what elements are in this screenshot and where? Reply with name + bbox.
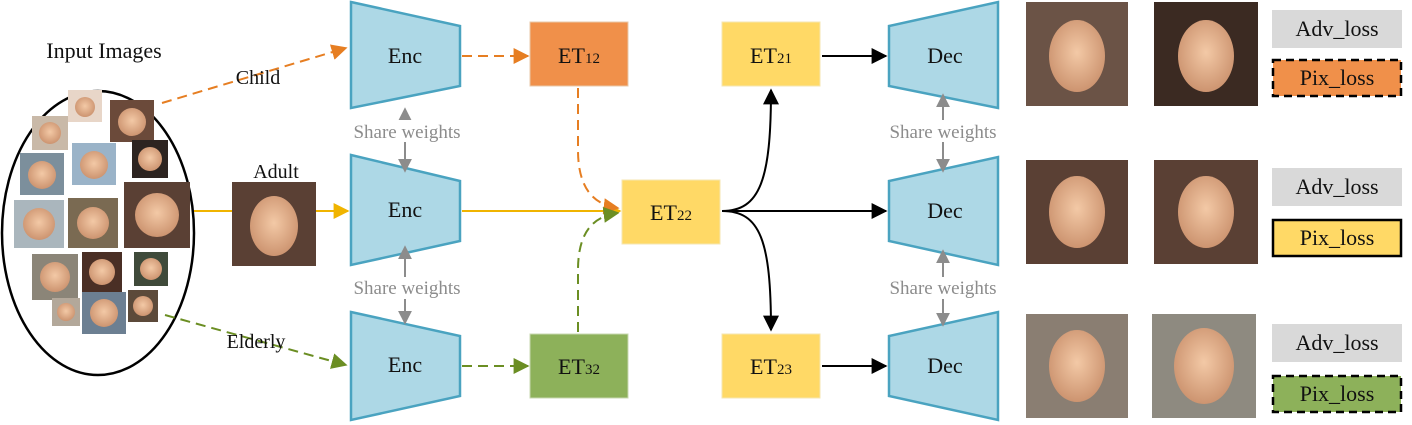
et32-block: ET32 bbox=[529, 333, 629, 399]
pix-loss-elderly: Pix_loss bbox=[1271, 374, 1403, 414]
share-weights-label: Share weights bbox=[889, 278, 996, 299]
face-photo bbox=[68, 90, 102, 122]
encoder-label: Enc bbox=[388, 43, 422, 68]
et12-block: ET12 bbox=[529, 21, 629, 87]
output-photo-elderly-generated bbox=[1026, 314, 1128, 418]
adv-loss-label: Adv_loss bbox=[1295, 16, 1378, 41]
decoder-label: Dec bbox=[927, 43, 963, 68]
pix-loss-label: Pix_loss bbox=[1300, 65, 1375, 90]
share-weights-label: Share weights bbox=[353, 122, 460, 143]
adv-loss-label: Adv_loss bbox=[1295, 330, 1378, 355]
adv-loss-adult: Adv_loss bbox=[1272, 168, 1402, 206]
et-base: ET bbox=[750, 43, 777, 68]
decoder-child: Dec bbox=[887, 0, 1000, 110]
et22-block: ET22 bbox=[621, 179, 721, 245]
encoder-label: Enc bbox=[388, 352, 422, 377]
decoder-label: Dec bbox=[927, 198, 963, 223]
decoder-adult: Dec bbox=[887, 155, 1000, 267]
encoder-adult: Enc bbox=[349, 153, 462, 267]
et21-block: ET21 bbox=[721, 21, 821, 87]
adv-loss-label: Adv_loss bbox=[1295, 174, 1378, 199]
child-arrow bbox=[161, 44, 348, 104]
svg-text:ET32: ET32 bbox=[558, 354, 600, 379]
face-photo bbox=[128, 290, 158, 322]
et22-to-et23-arrow bbox=[721, 210, 779, 332]
input-images-title: Input Images bbox=[46, 38, 161, 63]
output-photo-elderly-target bbox=[1152, 314, 1256, 418]
et12-to-et22-arrow bbox=[577, 88, 620, 215]
face-photo bbox=[72, 143, 116, 185]
encoder-label: Enc bbox=[388, 197, 422, 222]
et-sub: 32 bbox=[585, 362, 600, 378]
pix-loss-child: Pix_loss bbox=[1271, 58, 1403, 98]
face-thumbnails bbox=[14, 90, 190, 334]
share-weights-label: Share weights bbox=[889, 122, 996, 143]
decoder-label: Dec bbox=[927, 353, 963, 378]
face-photo bbox=[82, 252, 122, 292]
face-photo bbox=[32, 254, 78, 300]
decoder-elderly: Dec bbox=[887, 310, 1000, 422]
child-label: Child bbox=[236, 67, 280, 89]
face-photo bbox=[32, 116, 68, 150]
face-photo bbox=[20, 153, 64, 195]
et-sub: 12 bbox=[585, 51, 600, 67]
et-base: ET bbox=[558, 43, 585, 68]
svg-text:ET12: ET12 bbox=[558, 43, 600, 68]
svg-text:ET22: ET22 bbox=[650, 200, 692, 225]
encoder-child: Enc bbox=[349, 0, 462, 110]
face-photo bbox=[132, 140, 168, 178]
face-photo bbox=[82, 292, 126, 334]
elderly-label: Elderly bbox=[227, 331, 286, 353]
face-photo bbox=[134, 252, 168, 286]
et22-to-et21-arrow bbox=[721, 88, 779, 212]
svg-text:ET21: ET21 bbox=[750, 43, 792, 68]
output-photo-adult-target bbox=[1154, 160, 1258, 264]
pix-loss-label: Pix_loss bbox=[1300, 225, 1375, 250]
output-photo-adult-generated bbox=[1026, 160, 1128, 264]
face-photo bbox=[110, 100, 154, 142]
svg-text:ET23: ET23 bbox=[750, 354, 792, 379]
output-photo-child-target bbox=[1154, 2, 1258, 106]
et-base: ET bbox=[558, 354, 585, 379]
face-photo bbox=[14, 200, 64, 248]
share-weights-label: Share weights bbox=[353, 278, 460, 299]
face-photo bbox=[52, 298, 80, 326]
adv-loss-elderly: Adv_loss bbox=[1272, 324, 1402, 362]
face-photo bbox=[68, 198, 118, 248]
output-photo-child-generated bbox=[1026, 2, 1128, 106]
et-base: ET bbox=[750, 354, 777, 379]
adv-loss-child: Adv_loss bbox=[1272, 10, 1402, 48]
et32-to-et22-arrow bbox=[577, 206, 620, 332]
et23-block: ET23 bbox=[721, 333, 821, 399]
face-photo bbox=[124, 182, 190, 248]
et-sub: 22 bbox=[677, 208, 692, 224]
adult-sample-photo bbox=[232, 182, 316, 266]
et-sub: 23 bbox=[777, 362, 792, 378]
pix-loss-label: Pix_loss bbox=[1300, 381, 1375, 406]
et-sub: 21 bbox=[777, 51, 792, 67]
pix-loss-adult: Pix_loss bbox=[1271, 218, 1403, 258]
et-base: ET bbox=[650, 200, 677, 225]
adult-label: Adult bbox=[253, 161, 299, 183]
encoder-elderly: Enc bbox=[349, 310, 462, 422]
